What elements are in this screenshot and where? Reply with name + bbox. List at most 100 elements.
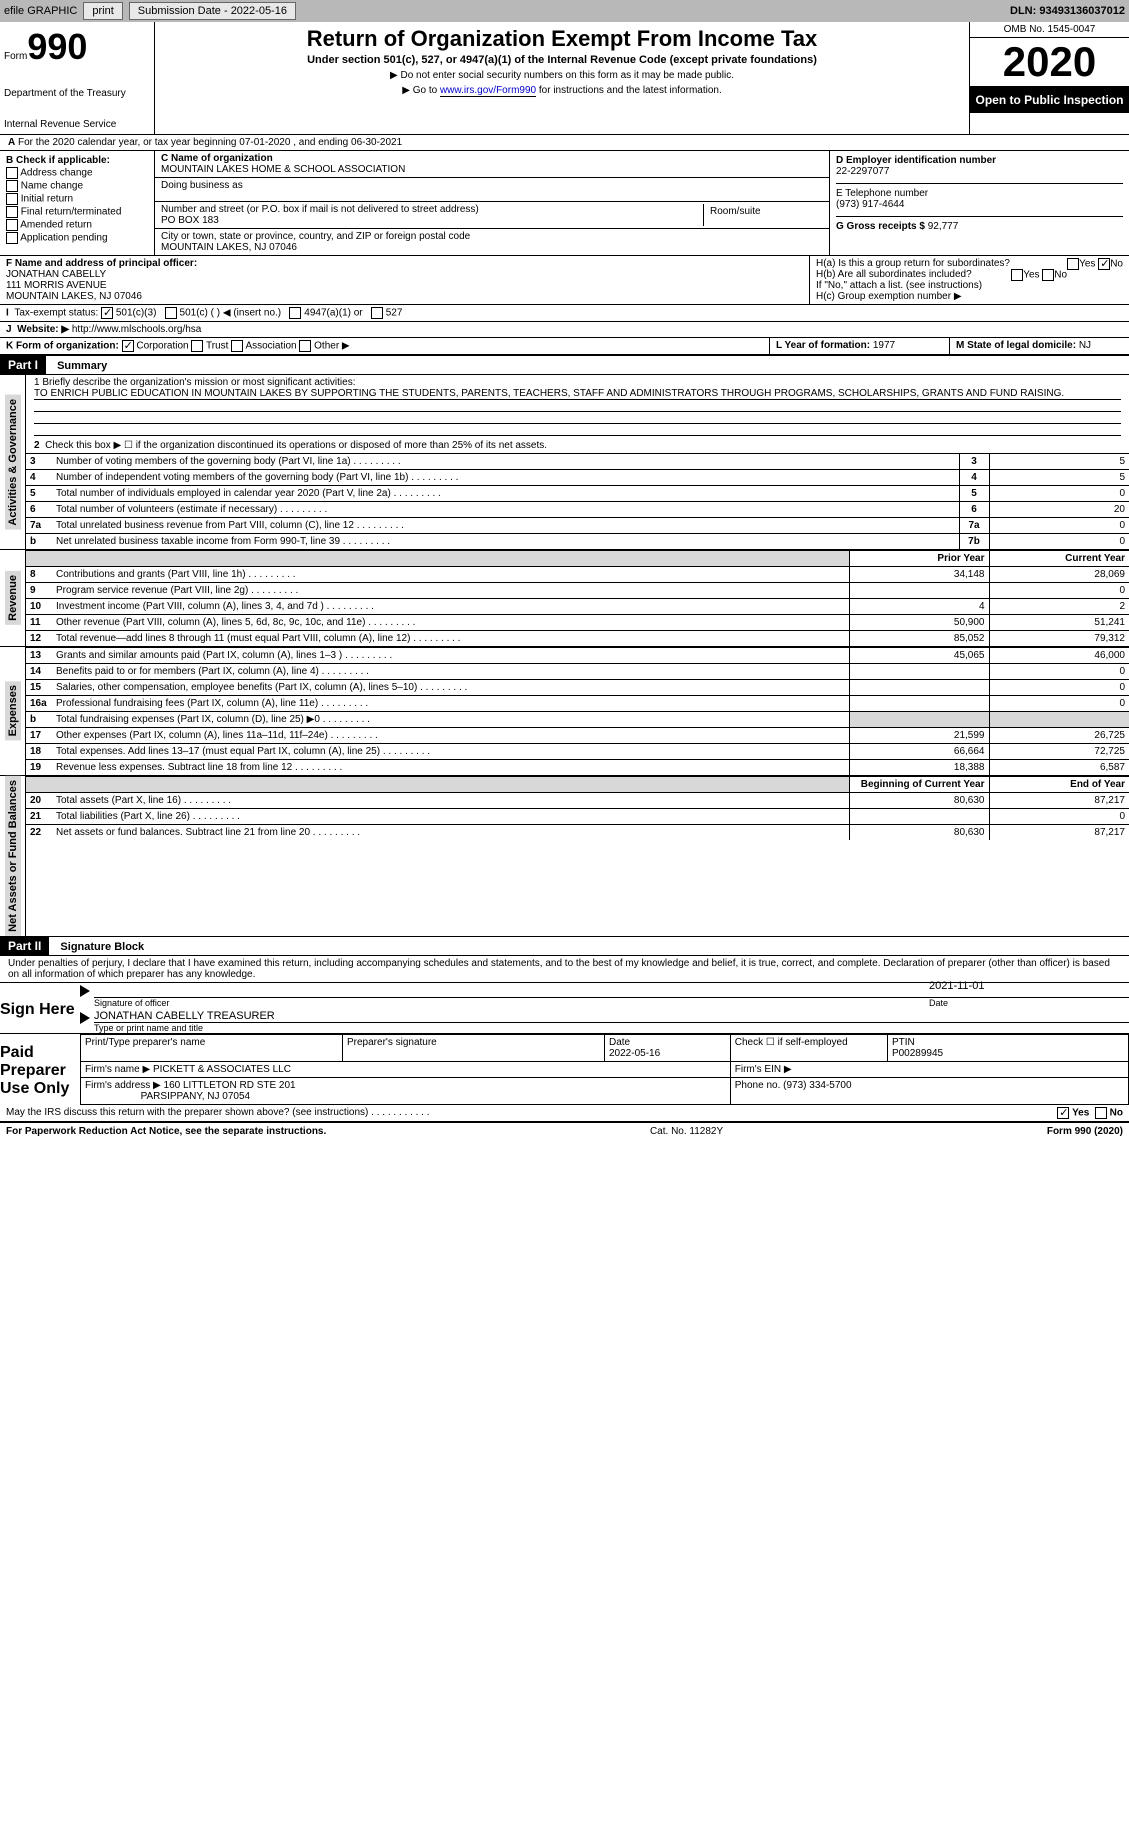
sub-title: Under section 501(c), 527, or 4947(a)(1)… <box>163 54 961 66</box>
box-h: H(a) Is this a group return for subordin… <box>809 256 1129 304</box>
self-employed-cell[interactable]: Check ☐ if self-employed <box>730 1034 887 1061</box>
cb-corporation[interactable] <box>122 340 134 352</box>
ein-label: D Employer identification number <box>836 155 996 166</box>
cb-application-pending[interactable]: Application pending <box>6 232 148 244</box>
table-row: 10Investment income (Part VIII, column (… <box>26 599 1129 615</box>
paid-preparer-label: Paid Preparer Use Only <box>0 1034 80 1105</box>
sig-date-value: 2021-11-01 <box>929 980 1129 992</box>
mission-text: TO ENRICH PUBLIC EDUCATION IN MOUNTAIN L… <box>34 388 1121 400</box>
preparer-table: Print/Type preparer's name Preparer's si… <box>80 1034 1129 1105</box>
paid-preparer-section: Paid Preparer Use Only Print/Type prepar… <box>0 1033 1129 1105</box>
table-row: 15Salaries, other compensation, employee… <box>26 680 1129 696</box>
irs-link[interactable]: www.irs.gov/Form990 <box>440 85 536 97</box>
instr2-post: for instructions and the latest informat… <box>536 85 722 96</box>
cb-4947[interactable] <box>289 307 301 319</box>
website-label: Website: ▶ <box>17 324 69 335</box>
cb-trust[interactable] <box>191 340 203 352</box>
form-990-number: 990 <box>27 26 87 67</box>
tax-year: 2020 <box>970 38 1129 87</box>
type-name-label: Type or print name and title <box>94 1023 1129 1033</box>
officer-name: JONATHAN CABELLY TREASURER <box>94 1010 1129 1023</box>
firm-phone-label: Phone no. <box>735 1080 781 1091</box>
part-i-title: Summary <box>49 358 107 374</box>
line-a-text: For the 2020 calendar year, or tax year … <box>18 137 402 148</box>
firm-addr1: 160 LITTLETON RD STE 201 <box>164 1080 296 1091</box>
vtab-governance: Activities & Governance <box>5 395 21 530</box>
cb-527[interactable] <box>371 307 383 319</box>
ha-no[interactable] <box>1098 258 1110 270</box>
instr2-pre: ▶ Go to <box>402 85 440 96</box>
cb-amended-return[interactable]: Amended return <box>6 219 148 231</box>
c-name-label: C Name of organization <box>161 153 823 164</box>
dba-label: Doing business as <box>161 180 243 199</box>
discuss-label: May the IRS discuss this return with the… <box>6 1107 368 1118</box>
cb-501c-other[interactable] <box>165 307 177 319</box>
revenue-table: Prior YearCurrent Year8Contributions and… <box>26 550 1129 646</box>
part-ii-title: Signature Block <box>52 939 144 955</box>
cb-address-change[interactable]: Address change <box>6 167 148 179</box>
f-label: F Name and address of principal officer: <box>6 258 197 269</box>
sig-officer-label: Signature of officer <box>94 998 929 1008</box>
ptin-value: P00289945 <box>892 1048 943 1059</box>
print-button[interactable]: print <box>83 2 122 20</box>
hb-no[interactable] <box>1042 269 1054 281</box>
table-row: 9Program service revenue (Part VIII, lin… <box>26 583 1129 599</box>
firm-name-label: Firm's name ▶ <box>85 1064 150 1075</box>
net-assets-table: Beginning of Current YearEnd of Year20To… <box>26 776 1129 840</box>
cb-association[interactable] <box>231 340 243 352</box>
table-row: 17Other expenses (Part IX, column (A), l… <box>26 728 1129 744</box>
governance-section: Activities & Governance 1 Briefly descri… <box>0 374 1129 549</box>
website-url: http://www.mlschools.org/hsa <box>72 324 202 335</box>
sig-date-label: Date <box>929 998 1129 1008</box>
expenses-table: 13Grants and similar amounts paid (Part … <box>26 647 1129 775</box>
dept-treasury: Department of the Treasury <box>4 88 150 99</box>
table-row: 16aProfessional fundraising fees (Part I… <box>26 696 1129 712</box>
room-suite: Room/suite <box>703 204 823 226</box>
f-addr2: MOUNTAIN LAKES, NJ 07046 <box>6 291 142 302</box>
submission-date-button[interactable]: Submission Date - 2022-05-16 <box>129 2 296 20</box>
table-row: 20Total assets (Part X, line 16)80,63087… <box>26 793 1129 809</box>
cb-initial-return[interactable]: Initial return <box>6 193 148 205</box>
table-row: 14Benefits paid to or for members (Part … <box>26 664 1129 680</box>
box-f: F Name and address of principal officer:… <box>0 256 809 304</box>
dln-label: DLN: 93493136037012 <box>1010 5 1125 17</box>
line-j: J Website: ▶ http://www.mlschools.org/hs… <box>0 322 1129 338</box>
part-ii-label: Part II <box>0 937 49 955</box>
line-i: I Tax-exempt status: 501(c)(3) 501(c) ( … <box>0 305 1129 322</box>
table-row: 8Contributions and grants (Part VIII, li… <box>26 567 1129 583</box>
ha-yes[interactable] <box>1067 258 1079 270</box>
firm-phone-value: (973) 334-5700 <box>783 1080 851 1091</box>
phone-label: E Telephone number <box>836 188 928 199</box>
form-footer-label: Form 990 (2020) <box>1047 1126 1123 1137</box>
part-i-label: Part I <box>0 356 46 374</box>
table-row: 13Grants and similar amounts paid (Part … <box>26 648 1129 664</box>
l-value: 1977 <box>873 340 895 351</box>
table-row: 18Total expenses. Add lines 13–17 (must … <box>26 744 1129 760</box>
prep-date-value: 2022-05-16 <box>609 1048 660 1059</box>
omb-number: OMB No. 1545-0047 <box>970 22 1129 38</box>
open-public-inspection: Open to Public Inspection <box>970 87 1129 113</box>
c-street-row: Number and street (or P.O. box if mail i… <box>155 202 829 229</box>
ein-value: 22-2297077 <box>836 166 889 177</box>
prep-sig-label: Preparer's signature <box>343 1034 605 1061</box>
cb-final-return[interactable]: Final return/terminated <box>6 206 148 218</box>
table-row: 21Total liabilities (Part X, line 26)0 <box>26 809 1129 825</box>
arrow-icon-2 <box>80 1012 90 1024</box>
blank-line-1 <box>34 400 1121 412</box>
vtab-net-assets: Net Assets or Fund Balances <box>5 776 21 936</box>
phone-value: (973) 917-4644 <box>836 199 904 210</box>
discuss-yes[interactable] <box>1057 1107 1069 1119</box>
cb-501c3[interactable] <box>101 307 113 319</box>
street-value: PO BOX 183 <box>161 215 219 226</box>
l-label: L Year of formation: <box>776 340 870 351</box>
cb-other[interactable] <box>299 340 311 352</box>
discuss-no[interactable] <box>1095 1107 1107 1119</box>
net-assets-section: Net Assets or Fund Balances Beginning of… <box>0 775 1129 936</box>
sign-here-label: Sign Here <box>0 983 80 1033</box>
ha-label: H(a) Is this a group return for subordin… <box>816 258 1010 269</box>
firm-ein-label: Firm's EIN ▶ <box>735 1064 792 1075</box>
arrow-icon <box>80 985 90 997</box>
cb-name-change[interactable]: Name change <box>6 180 148 192</box>
page-footer: For Paperwork Reduction Act Notice, see … <box>0 1122 1129 1140</box>
hb-yes[interactable] <box>1011 269 1023 281</box>
